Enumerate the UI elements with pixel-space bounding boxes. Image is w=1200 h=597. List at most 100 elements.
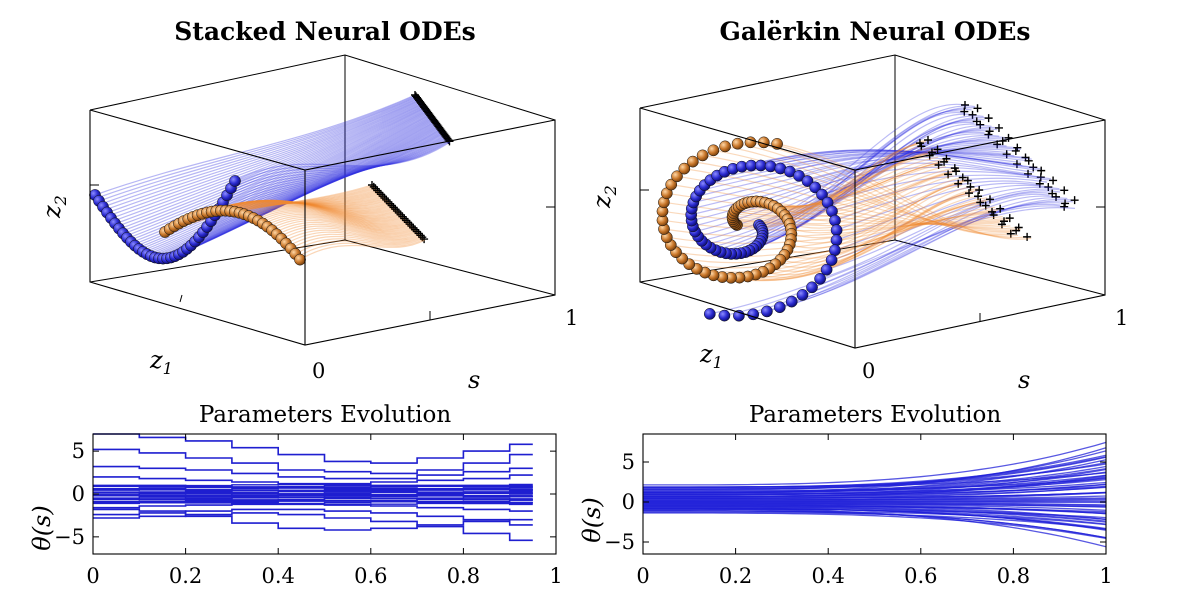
box-ticks	[640, 189, 1105, 348]
blue-trajectory	[228, 139, 449, 193]
y-tick-label: −5	[54, 525, 85, 549]
blue-endpoint	[1002, 150, 1011, 159]
blue-endpoint	[994, 123, 1003, 132]
stacked-node-title: Stacked Neural ODEs	[174, 17, 476, 46]
blue-trajectory	[139, 109, 427, 251]
blue-endpoint	[984, 130, 993, 139]
x-tick-label: 0.4	[811, 564, 844, 588]
z2-axis-label: z2	[588, 185, 620, 209]
s-tick-1: 1	[565, 306, 578, 330]
orange-trajectory	[263, 213, 411, 231]
blue-trajectory	[705, 136, 1009, 246]
blue-trajectory	[94, 94, 416, 196]
orange-endpoint	[378, 192, 387, 201]
orange-endpoint	[996, 204, 1005, 213]
theta-axis-label: θ(s)	[578, 497, 606, 543]
y-tick-label: 0	[622, 490, 635, 514]
param-line	[643, 498, 1107, 502]
orange-endpoint	[394, 208, 403, 217]
param-line	[643, 454, 1107, 489]
orange-endpoint	[396, 210, 405, 219]
blue-trajectory	[798, 158, 1029, 177]
x-tick-label: 0.2	[169, 564, 202, 588]
orange-endpoint	[952, 167, 961, 176]
box-ticks	[90, 184, 555, 345]
orange-trajectory	[244, 204, 404, 223]
blue-trajectory	[137, 108, 426, 249]
orange-trajectory	[737, 143, 1011, 236]
orange-trajectory	[295, 237, 424, 255]
blue-trajectory	[165, 118, 434, 260]
orange-trajectory	[739, 197, 987, 282]
orange-trajectory	[260, 212, 410, 230]
orange-endpoint	[954, 179, 963, 188]
orange-trajectory	[747, 195, 979, 280]
orange-trajectory	[290, 235, 422, 250]
blue-initial-point	[830, 224, 843, 237]
orange-initial-point	[731, 137, 744, 150]
blue-initial-point	[814, 272, 826, 285]
orange-trajectory	[270, 218, 414, 234]
orange-endpoint	[1005, 214, 1014, 223]
blue-initial-point	[793, 169, 805, 182]
blue-initial-point	[801, 175, 814, 187]
param-line	[643, 441, 1107, 486]
orange-endpoint	[375, 188, 384, 197]
orange-trajectory	[790, 178, 970, 234]
blue-trajectory	[699, 150, 1007, 192]
blue-trajectory	[745, 123, 981, 253]
params-title: Parameters Evolution	[749, 402, 1001, 428]
orange-trajectory	[228, 200, 398, 217]
orange-trajectory	[724, 145, 1011, 234]
orange-endpoint	[924, 136, 932, 144]
blue-endpoint	[1060, 202, 1069, 211]
orange-trajectory	[763, 141, 1028, 239]
orange-trajectory	[676, 175, 1003, 227]
blue-trajectory	[836, 182, 1040, 231]
blue-trajectory	[740, 125, 992, 254]
orange-endpoint	[380, 194, 389, 203]
blue-trajectory	[811, 193, 1050, 288]
blue-trajectory	[710, 134, 1000, 249]
blue-trajectory	[731, 128, 998, 255]
orange-trajectory	[760, 164, 939, 208]
blue-trajectory	[224, 138, 448, 200]
blue-trajectory	[106, 98, 419, 214]
orange-trajectory	[789, 183, 959, 249]
orange-endpoint	[940, 157, 949, 166]
blue-trajectory	[212, 133, 445, 220]
orange-endpoint	[389, 203, 398, 212]
orange-endpoint	[384, 197, 393, 206]
orange-trajectory	[237, 202, 401, 220]
blue-trajectory	[188, 125, 439, 249]
orange-endpoint	[1006, 229, 1015, 238]
box-back-edges	[89, 54, 556, 296]
blue-trajectory	[232, 140, 450, 186]
orange-endpoint	[966, 182, 975, 191]
blue-trajectory	[826, 190, 1061, 271]
blue-trajectory	[220, 136, 447, 207]
orange-trajectory	[251, 207, 407, 226]
orange-initial-point	[294, 253, 306, 266]
stacked-params-plot: Parameters Evolution θ(s) 50−5 0 0.2 0.4 0.…	[28, 402, 563, 588]
blue-trajectory	[184, 124, 438, 252]
x-tick-label: 0.6	[354, 564, 387, 588]
orange-endpoint	[385, 199, 394, 208]
orange-trajectory	[787, 184, 962, 254]
blue-endpoint	[1029, 163, 1038, 172]
orange-trajectory	[662, 216, 1003, 232]
param-line	[643, 491, 1107, 499]
orange-endpoint	[917, 142, 926, 151]
blue-endpoint	[976, 120, 985, 129]
orange-endpoint	[985, 195, 994, 204]
blue-trajectory	[169, 119, 435, 259]
blue-endpoint	[1004, 133, 1013, 142]
blue-trajectory	[741, 149, 1018, 168]
orange-endpoint	[975, 186, 984, 194]
orange-trajectory	[791, 180, 968, 239]
orange-trajectory	[221, 199, 395, 214]
param-line	[643, 492, 1107, 501]
orange-endpoint	[376, 190, 385, 199]
blue-initial-point	[809, 181, 822, 194]
